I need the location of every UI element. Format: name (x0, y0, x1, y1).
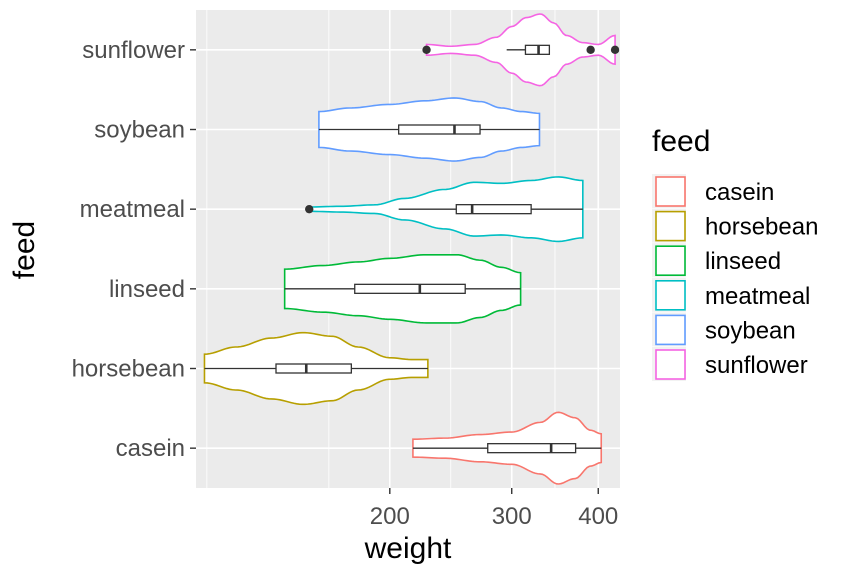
legend-label: casein (705, 179, 774, 206)
legend-label: meatmeal (705, 283, 810, 310)
boxplots (204, 44, 620, 454)
y-tick-label: soybean (94, 117, 185, 144)
y-axis-title: feed (8, 221, 41, 279)
y-tick-label: linseed (109, 276, 185, 303)
box-linseed (354, 283, 466, 294)
x-tick-label: 400 (578, 503, 618, 530)
y-axis: casein horsebean linseed meatmeal soybean sun… (72, 37, 196, 462)
legend-key-horsebean (655, 210, 686, 242)
legend-key-meatmeal (655, 279, 686, 311)
legend-key-sunflower (655, 349, 686, 380)
outlier-sunflower (422, 45, 431, 55)
legend-key-linseed (655, 245, 686, 276)
outlier-sunflower (610, 45, 620, 55)
x-axis: 200 300 400 (370, 488, 618, 530)
legend-label: soybean (705, 317, 796, 344)
outlier-meatmeal (305, 204, 314, 214)
box-meatmeal (455, 204, 532, 215)
box-soybean (398, 124, 481, 135)
legend-key-casein (655, 176, 686, 207)
y-tick-label: casein (116, 435, 185, 462)
legend-label: sunflower (705, 352, 808, 379)
legend-key-soybean (655, 314, 686, 346)
y-tick-label: horsebean (72, 356, 185, 383)
outlier-sunflower (586, 45, 595, 55)
legend: feed casein horsebean linseed meatmeal soybe… (652, 125, 818, 381)
minor-grid (206, 10, 556, 488)
legend-title: feed (652, 125, 710, 158)
x-tick-label: 200 (370, 503, 410, 530)
x-axis-title: weight (364, 532, 452, 565)
box-horsebean (275, 363, 352, 374)
box-casein (487, 443, 577, 454)
y-tick-label: meatmeal (80, 196, 185, 223)
plot-panel (196, 10, 620, 488)
y-tick-label: sunflower (82, 37, 185, 64)
x-tick-label: 300 (492, 503, 532, 530)
legend-label: linseed (705, 248, 781, 275)
legend-label: horsebean (705, 214, 818, 241)
